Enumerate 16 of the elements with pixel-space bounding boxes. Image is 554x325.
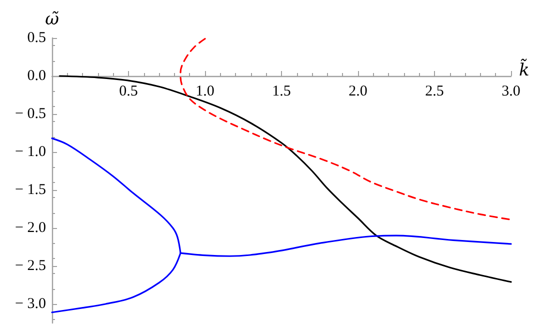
x-tick-label: 1.5: [272, 84, 291, 100]
x-tick-label: 0.5: [119, 84, 138, 100]
y-tick-label: − 1.5: [15, 182, 46, 198]
x-tick-label: 3.0: [502, 84, 520, 100]
y-tick-label: − 1.0: [15, 144, 46, 160]
x-tick-label: 2.5: [425, 84, 444, 100]
x-tick-label: 1.0: [196, 84, 214, 100]
y-tick-label: − 2.5: [15, 258, 46, 274]
y-tick-label: 0.0: [27, 68, 46, 84]
y-tick-label: − 3.0: [15, 296, 46, 312]
x-axis-title: k̃: [519, 58, 530, 80]
x-tick-label: 2.0: [348, 84, 368, 100]
y-tick-label: − 2.0: [15, 220, 46, 236]
y-axis-title: ω̃: [45, 10, 60, 30]
y-tick-label: − 0.5: [15, 106, 46, 122]
y-tick-label: 0.5: [27, 30, 46, 46]
